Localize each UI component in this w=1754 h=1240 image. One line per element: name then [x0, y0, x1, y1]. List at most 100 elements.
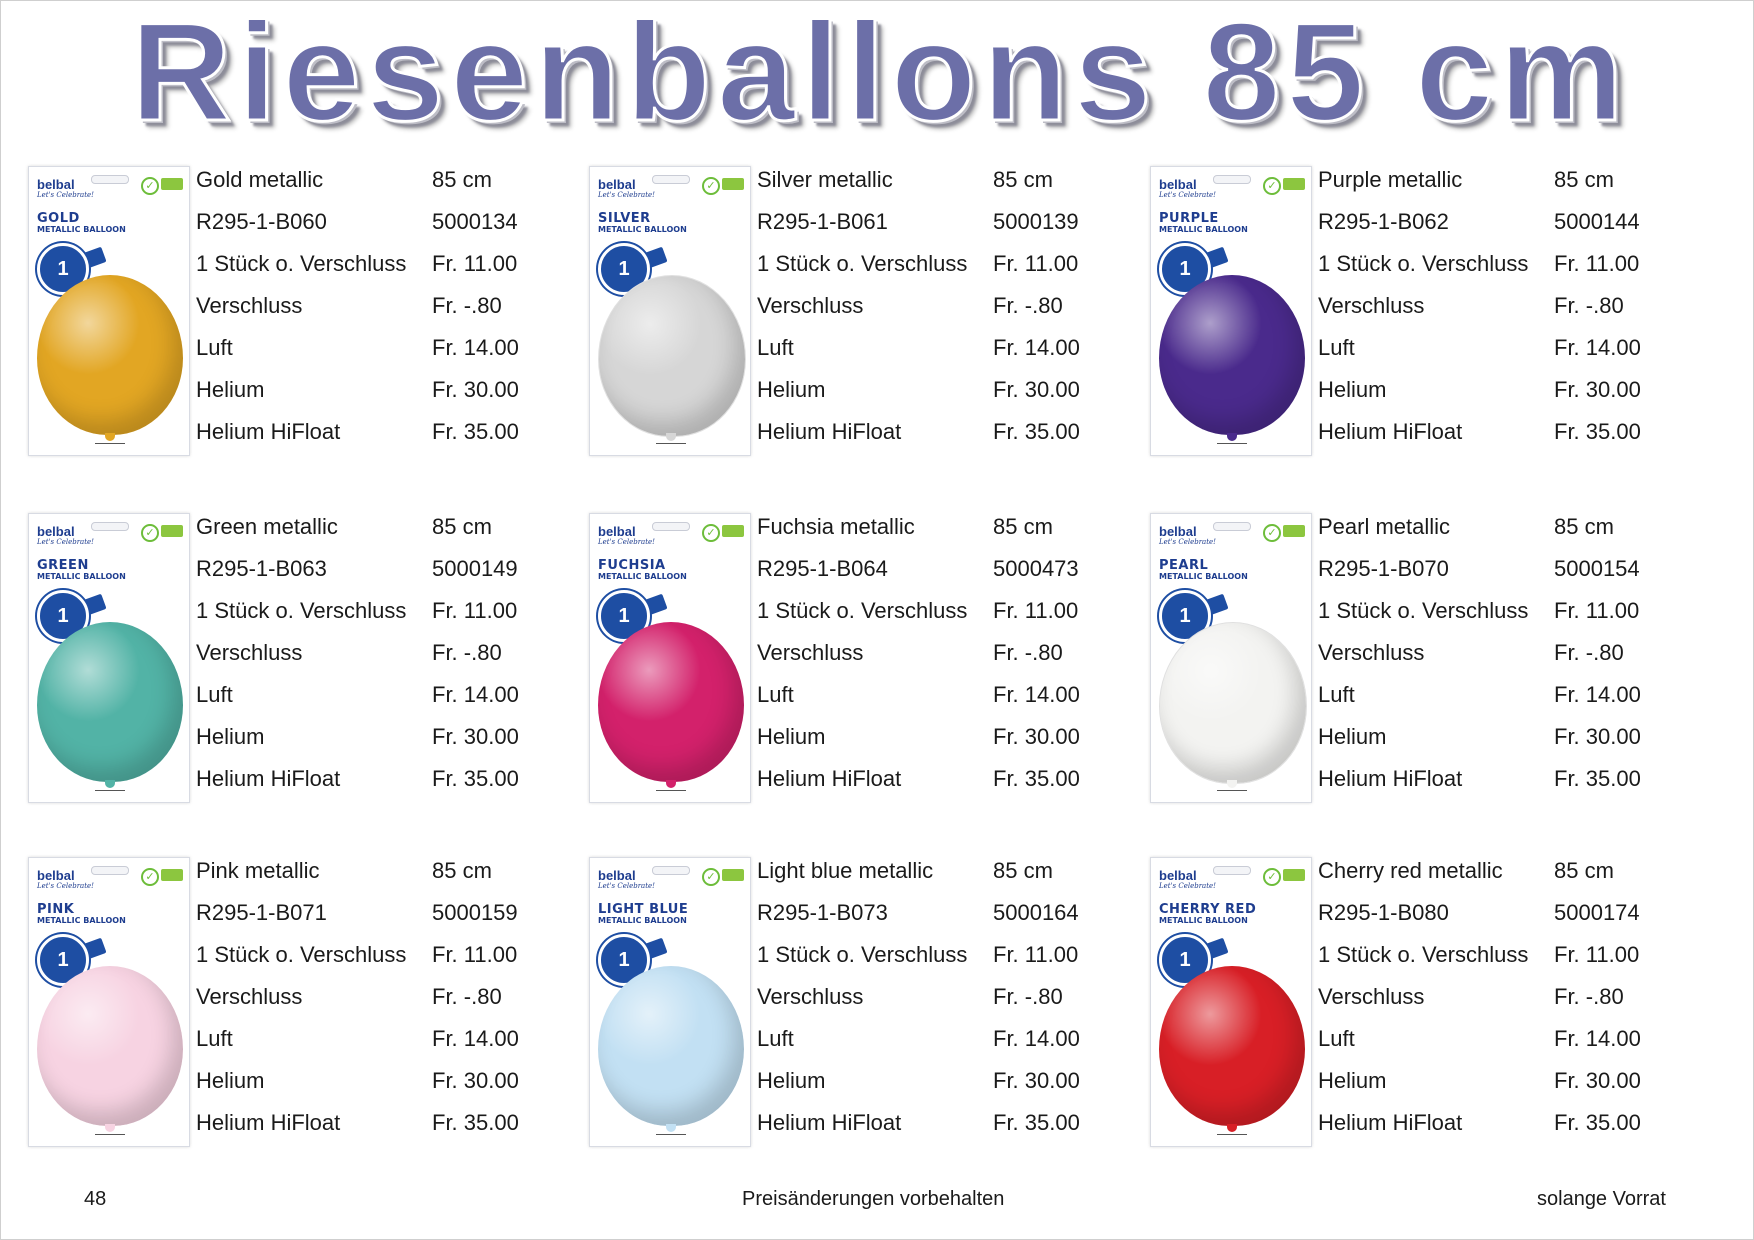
price-row: Helium Fr. 30.00 [1318, 716, 1708, 758]
price-label: Helium HiFloat [196, 1110, 341, 1135]
price-label: Luft [196, 335, 233, 360]
package-subtitle: METALLIC BALLOON [598, 225, 687, 234]
price-value: Fr. 30.00 [1554, 377, 1641, 402]
price-value: Fr. 11.00 [993, 598, 1079, 623]
size-marker [656, 443, 686, 450]
product-code: R295-1-B060 [196, 209, 327, 234]
checkmark-icon: ✓ [702, 868, 720, 886]
product-name: Silver metallic [757, 167, 893, 192]
product-card: belbal Let's Celebrate! ✓ GREEN METALLIC… [28, 513, 588, 813]
price-value: Fr. 35.00 [432, 419, 519, 444]
price-label: Helium [1318, 724, 1387, 749]
price-row: Helium HiFloat Fr. 35.00 [757, 411, 1147, 453]
brand-logo: belbal [1159, 524, 1197, 539]
price-value: Fr. 14.00 [993, 1026, 1080, 1051]
product-name: Light blue metallic [757, 858, 934, 883]
price-row: 1 Stück o. Verschluss Fr. 11.00 [1318, 590, 1708, 632]
balloon-shape [598, 966, 744, 1126]
balloon-shape [37, 275, 183, 435]
balloon-shape [1159, 622, 1307, 784]
price-value: Fr. 14.00 [993, 682, 1080, 707]
product-size: 85 cm [432, 167, 492, 192]
price-row: 1 Stück o. Verschluss Fr. 11.00 [196, 243, 586, 285]
balloon-package-image: belbal Let's Celebrate! ✓ LIGHT BLUE MET… [589, 857, 751, 1147]
balloon-knot [666, 780, 676, 788]
price-value: Fr. 11.00 [432, 598, 518, 623]
hang-hole [1213, 522, 1251, 531]
price-value: Fr. 11.00 [1554, 251, 1640, 276]
product-name-row: Pearl metallic 85 cm [1318, 506, 1708, 548]
price-row: Helium Fr. 30.00 [1318, 1060, 1708, 1102]
article-number: 5000144 [1554, 209, 1640, 234]
product-code-row: R295-1-B063 5000149 [196, 548, 586, 590]
price-row: Verschluss Fr. -.80 [196, 632, 586, 674]
quality-label [161, 869, 183, 881]
price-label: Helium HiFloat [1318, 1110, 1463, 1135]
price-row: Verschluss Fr. -.80 [757, 285, 1147, 327]
price-value: Fr. -.80 [1554, 984, 1624, 1009]
product-code: R295-1-B073 [757, 900, 888, 925]
product-size: 85 cm [993, 858, 1053, 883]
price-label: 1 Stück o. Verschluss [757, 942, 968, 967]
price-row: Helium HiFloat Fr. 35.00 [1318, 1102, 1708, 1144]
price-label: Luft [1318, 682, 1355, 707]
package-subtitle: METALLIC BALLOON [1159, 916, 1248, 925]
package-color-label: PINK [37, 902, 75, 917]
price-value: Fr. 11.00 [1554, 598, 1640, 623]
price-row: Luft Fr. 14.00 [196, 674, 586, 716]
checkmark-icon: ✓ [702, 177, 720, 195]
product-name-row: Purple metallic 85 cm [1318, 159, 1708, 201]
size-marker [95, 1134, 125, 1141]
balloon-knot [105, 433, 115, 441]
price-row: Verschluss Fr. -.80 [196, 285, 586, 327]
price-row: Verschluss Fr. -.80 [757, 632, 1147, 674]
price-row: 1 Stück o. Verschluss Fr. 11.00 [757, 590, 1147, 632]
price-value: Fr. 14.00 [432, 1026, 519, 1051]
package-color-label: LIGHT BLUE [598, 902, 689, 917]
product-code: R295-1-B064 [757, 556, 888, 581]
page-title: Riesenballons 85 cm [129, 0, 1630, 152]
package-color-label: FUCHSIA [598, 558, 666, 573]
product-card: belbal Let's Celebrate! ✓ SILVER METALLI… [589, 166, 1149, 466]
balloon-package-image: belbal Let's Celebrate! ✓ PINK METALLIC … [28, 857, 190, 1147]
product-name-row: Pink metallic 85 cm [196, 850, 586, 892]
product-size: 85 cm [1554, 514, 1614, 539]
price-label: Helium HiFloat [1318, 766, 1463, 791]
balloon-package-image: belbal Let's Celebrate! ✓ SILVER METALLI… [589, 166, 751, 456]
hang-hole [652, 175, 690, 184]
product-name: Green metallic [196, 514, 338, 539]
hang-hole [91, 522, 129, 531]
price-value: Fr. 30.00 [1554, 1068, 1641, 1093]
package-color-label: GOLD [37, 211, 80, 226]
price-value: Fr. 35.00 [432, 766, 519, 791]
package-subtitle: METALLIC BALLOON [37, 572, 126, 581]
price-value: Fr. 14.00 [1554, 335, 1641, 360]
brand-tagline: Let's Celebrate! [598, 191, 655, 199]
checkmark-icon: ✓ [141, 177, 159, 195]
product-info: Pink metallic 85 cm R295-1-B071 5000159 … [196, 850, 586, 1144]
package-color-label: SILVER [598, 211, 651, 226]
quality-label [1283, 525, 1305, 537]
size-marker [656, 790, 686, 797]
price-row: Helium Fr. 30.00 [757, 1060, 1147, 1102]
price-value: Fr. 35.00 [1554, 419, 1641, 444]
product-name: Pink metallic [196, 858, 320, 883]
price-value: Fr. 30.00 [993, 724, 1080, 749]
price-row: Verschluss Fr. -.80 [196, 976, 586, 1018]
product-name-row: Light blue metallic 85 cm [757, 850, 1147, 892]
price-row: Luft Fr. 14.00 [1318, 327, 1708, 369]
brand-logo: belbal [37, 868, 75, 883]
price-row: Helium Fr. 30.00 [757, 716, 1147, 758]
price-row: Verschluss Fr. -.80 [1318, 632, 1708, 674]
price-label: Helium HiFloat [757, 419, 902, 444]
article-number: 5000134 [432, 209, 518, 234]
price-row: Verschluss Fr. -.80 [1318, 285, 1708, 327]
price-change-note: Preisänderungen vorbehalten [742, 1188, 1005, 1210]
package-subtitle: METALLIC BALLOON [1159, 225, 1248, 234]
price-value: Fr. 11.00 [993, 251, 1079, 276]
hang-hole [1213, 175, 1251, 184]
price-row: Luft Fr. 14.00 [196, 1018, 586, 1060]
balloon-knot [666, 433, 676, 441]
package-subtitle: METALLIC BALLOON [598, 572, 687, 581]
product-info: Pearl metallic 85 cm R295-1-B070 5000154… [1318, 506, 1708, 800]
